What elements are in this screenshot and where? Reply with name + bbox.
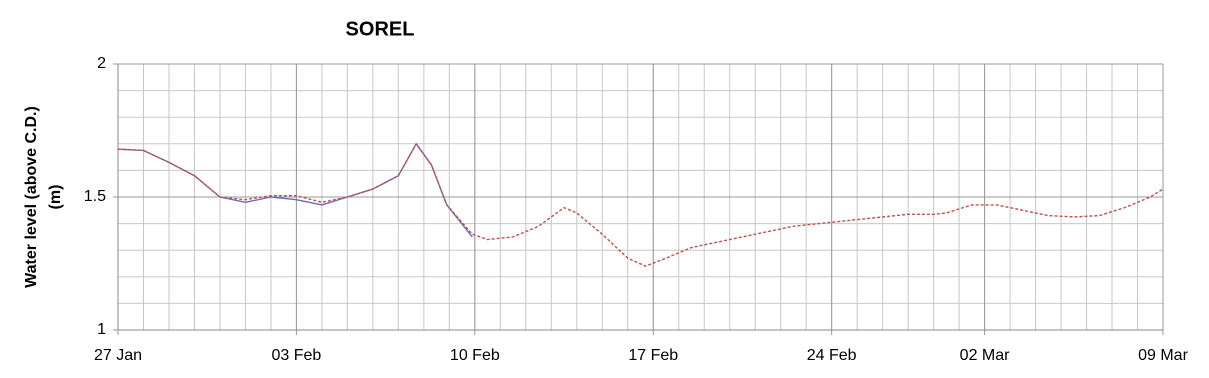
- y-tick-label: 1.5: [84, 188, 106, 205]
- data-line: [117, 143, 1164, 267]
- x-tick-label: 27 Jan: [94, 347, 142, 364]
- y-tick-label: 2: [97, 55, 106, 72]
- x-tick-label: 02 Mar: [960, 347, 1010, 364]
- x-tick-label: 17 Feb: [628, 347, 678, 364]
- x-tick-label: 03 Feb: [272, 347, 322, 364]
- x-tick-label: 09 Mar: [1138, 347, 1188, 364]
- y-tick-label: 1: [97, 321, 106, 338]
- chart-title: SOREL: [346, 18, 415, 40]
- y-label-line: Water level (above C.D.): [23, 106, 40, 288]
- y-axis-label: Water level (above C.D.) (m): [23, 106, 64, 288]
- x-tick-label: 24 Feb: [807, 347, 857, 364]
- y-label-line: (m): [47, 185, 64, 210]
- data-line: [117, 143, 473, 238]
- x-tick-label: 10 Feb: [450, 347, 500, 364]
